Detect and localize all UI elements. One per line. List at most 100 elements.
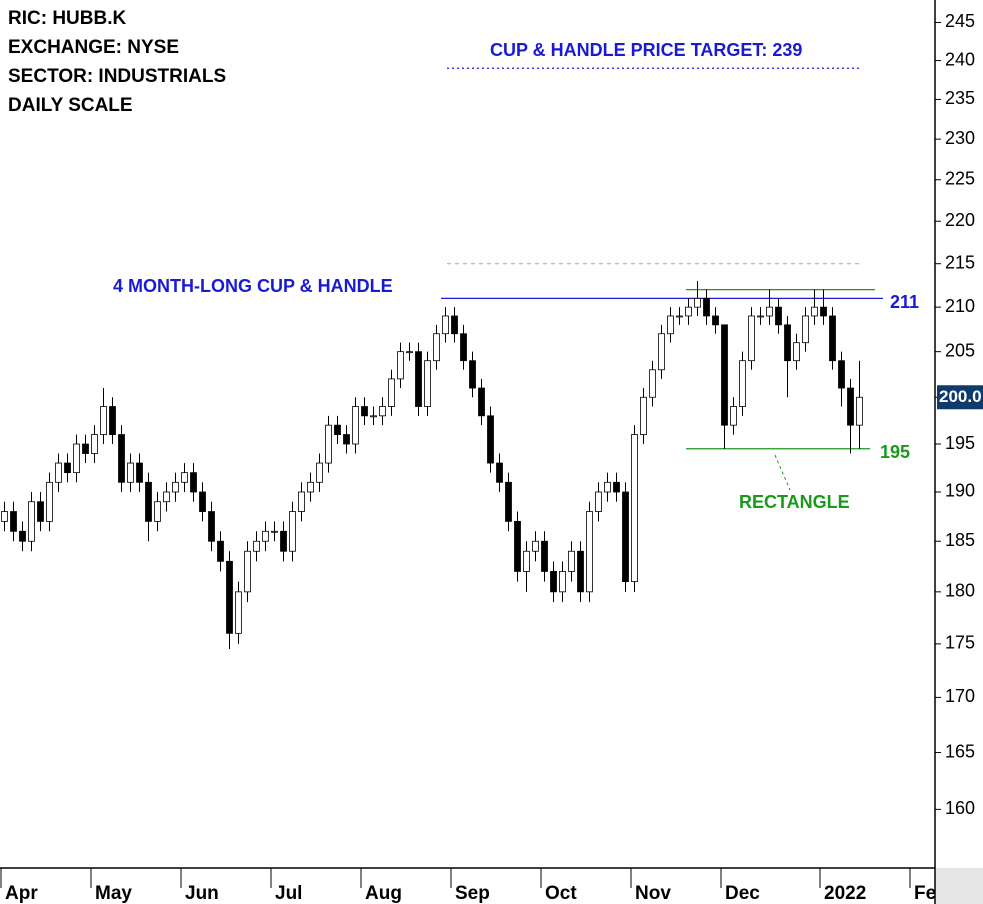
candle-body: [82, 443, 89, 454]
plot-area: Apr May Jun Jul Aug Sep Oct Nov Dec 2022 Feb: [1, 67, 948, 904]
candle-body: [442, 315, 449, 335]
candle-body: [460, 333, 467, 362]
candle-body: [244, 550, 251, 593]
candle-body: [847, 387, 854, 426]
rectangle-leader: [774, 454, 791, 491]
candle-body: [28, 501, 35, 542]
candle-body: [46, 481, 53, 522]
candle-body: [568, 550, 575, 572]
candle-body: [19, 530, 26, 542]
candle-body: [622, 491, 629, 583]
y-tick-label: 185: [945, 530, 975, 550]
candle-body: [37, 501, 44, 522]
candle-body: [253, 540, 260, 552]
y-tick-label: 195: [945, 433, 975, 453]
annotation: CUP & HANDLE PRICE TARGET: 239: [490, 40, 802, 60]
candle-body: [415, 351, 422, 407]
candle-body: [172, 481, 179, 493]
candle-body: [136, 462, 143, 483]
candle-body: [676, 315, 683, 318]
candle-body: [613, 481, 620, 493]
candle-body: [577, 550, 584, 593]
candle-body: [406, 351, 413, 354]
candle-body: [1, 511, 8, 522]
y-tick-label: 225: [945, 168, 975, 188]
candle-body: [784, 324, 791, 362]
candle-body: [559, 571, 566, 593]
scale: DAILY SCALE: [8, 95, 133, 116]
candle-body: [640, 396, 647, 435]
x-tick-label: May: [95, 883, 132, 904]
y-tick-label: 210: [945, 296, 975, 316]
candle-body: [433, 333, 440, 362]
y-tick-label: 215: [945, 252, 975, 272]
candle-body: [631, 434, 638, 583]
x-tick-label: 2022: [824, 883, 866, 904]
candle-body: [703, 297, 710, 317]
x-tick-label: Feb: [914, 883, 948, 904]
candle-body: [226, 560, 233, 634]
y-tick-label: 190: [945, 481, 975, 501]
y-tick-label: 245: [945, 11, 975, 31]
candle-body: [316, 462, 323, 483]
candle-body: [379, 406, 386, 417]
candle-body: [325, 424, 332, 464]
x-tick-label: Aug: [365, 883, 402, 904]
candle-body: [838, 360, 845, 389]
corner-box: [935, 868, 983, 904]
candle-body: [343, 434, 350, 445]
annotation: 195: [880, 442, 910, 462]
candle-body: [91, 434, 98, 454]
annotation: RECTANGLE: [739, 492, 850, 512]
candle-body: [154, 501, 161, 522]
candle-body: [397, 351, 404, 380]
candle-body: [694, 297, 701, 308]
last-price-label: 200.0: [939, 387, 982, 406]
candle-body: [478, 387, 485, 417]
candle-body: [271, 530, 278, 533]
candle-body: [109, 406, 116, 435]
sector: SECTOR: INDUSTRIALS: [8, 66, 226, 87]
candle-body: [739, 360, 746, 407]
candle-body: [667, 315, 674, 335]
y-tick-label: 230: [945, 128, 975, 148]
candle-body: [127, 462, 134, 483]
candle-body: [658, 333, 665, 371]
candle-body: [190, 472, 197, 493]
candle-body: [469, 360, 476, 389]
candle-body: [541, 540, 548, 572]
candle-body: [100, 406, 107, 435]
candle-body: [64, 462, 71, 474]
annotation: 4 MONTH-LONG CUP & HANDLE: [113, 276, 393, 296]
candle-body: [352, 406, 359, 445]
y-tick-label: 220: [945, 210, 975, 230]
candle-body: [487, 415, 494, 464]
candle-body: [145, 481, 152, 522]
candle-body: [766, 306, 773, 317]
candle-body: [775, 306, 782, 326]
candle-body: [550, 571, 557, 593]
y-tick-label: 235: [945, 88, 975, 108]
candle-body: [712, 315, 719, 326]
candle-body: [424, 360, 431, 407]
candle-body: [505, 481, 512, 522]
candle-body: [370, 415, 377, 418]
last-price-box: [937, 385, 983, 410]
y-tick-label: 175: [945, 633, 975, 653]
y-tick-label: 165: [945, 741, 975, 761]
candle-body: [586, 511, 593, 593]
candle-body: [388, 378, 395, 407]
candle-body: [181, 472, 188, 483]
x-tick-label: Apr: [5, 883, 38, 904]
candle-body: [208, 511, 215, 542]
candle-body: [685, 306, 692, 317]
x-tick-label: Jun: [185, 883, 219, 904]
candle-body: [217, 540, 224, 562]
candle-body: [802, 315, 809, 344]
x-tick-label: Dec: [725, 883, 760, 904]
candle-body: [118, 434, 125, 483]
x-tick-label: Jul: [275, 883, 302, 904]
candle-body: [199, 491, 206, 512]
candle-body: [523, 550, 530, 572]
candle-body: [649, 369, 656, 398]
